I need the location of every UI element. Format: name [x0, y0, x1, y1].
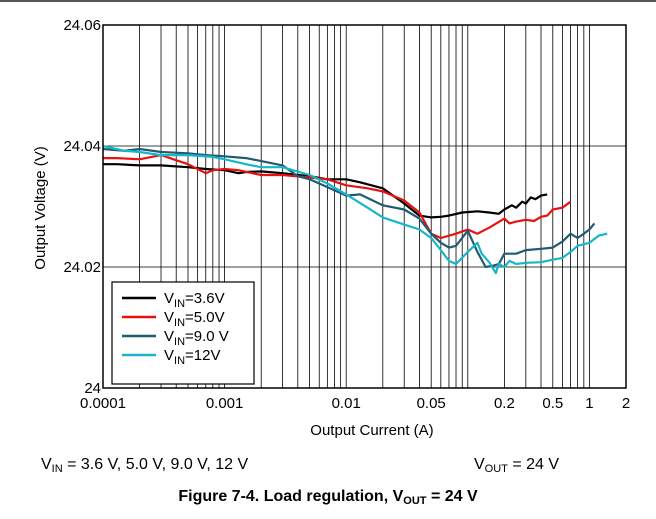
x-tick-label: 0.001 [206, 395, 244, 412]
legend-label-3: VIN=9.0 V [164, 328, 229, 348]
input-voltage-conditions: VIN = 3.6 V, 5.0 V, 9.0 V, 12 V [41, 456, 249, 475]
y-axis-label: Output Voltage (V) [32, 146, 49, 269]
x-tick-label: 0.5 [542, 395, 563, 412]
plot-frame [102, 24, 627, 389]
x-tick-label: 0.0001 [80, 395, 126, 412]
figure-caption: Figure 7-4. Load regulation, VOUT = 24 V [0, 488, 656, 507]
x-tick-label: 1 [585, 395, 593, 412]
x-tick-label: 0.2 [494, 395, 515, 412]
series-line-4 [102, 144, 608, 275]
vin-cond-rest: = 3.6 V, 5.0 V, 9.0 V, 12 V [62, 456, 249, 473]
series-line-2 [103, 154, 572, 240]
series-line-1 [103, 163, 548, 219]
legend-label-2: VIN=5.0V [164, 309, 225, 329]
output-voltage-condition: VOUT = 24 V [474, 456, 560, 475]
y-tick-label: 24.04 [63, 138, 101, 155]
vout-cond-rest: = 24 V [507, 456, 560, 473]
legend-label-4: VIN=12V [164, 347, 220, 367]
tick-labels: 0.0001 0.001 0.01 0.05 0.2 0.5 1 2 24 24.02 24.04 2… [63, 17, 630, 412]
vin-cond-sub: IN [51, 463, 63, 475]
caption-rest: = 24 V [426, 488, 478, 505]
caption-sub: OUT [403, 495, 427, 507]
y-tick-label: 24.06 [63, 17, 101, 34]
x-tick-label: 0.01 [332, 395, 361, 412]
x-tick-label: 2 [622, 395, 630, 412]
x-axis-label: Output Current (A) [310, 422, 433, 439]
vout-cond-sub: OUT [484, 463, 508, 475]
series-lines [102, 144, 608, 275]
x-tick-label: 0.05 [417, 395, 446, 412]
y-tick-label: 24.02 [63, 259, 101, 276]
vout-cond-main: V [474, 456, 485, 473]
top-rule [0, 0, 656, 2]
caption-main: Figure 7-4. Load regulation, V [178, 488, 404, 505]
series-line-3 [102, 147, 596, 269]
load-regulation-chart: 0.0001 0.001 0.01 0.05 0.2 0.5 1 2 24 24.02 24.04 2… [32, 17, 630, 439]
legend-label-1: VIN=3.6V [164, 290, 225, 310]
vin-cond-main: V [41, 456, 52, 473]
y-tick-label: 24 [84, 380, 101, 397]
